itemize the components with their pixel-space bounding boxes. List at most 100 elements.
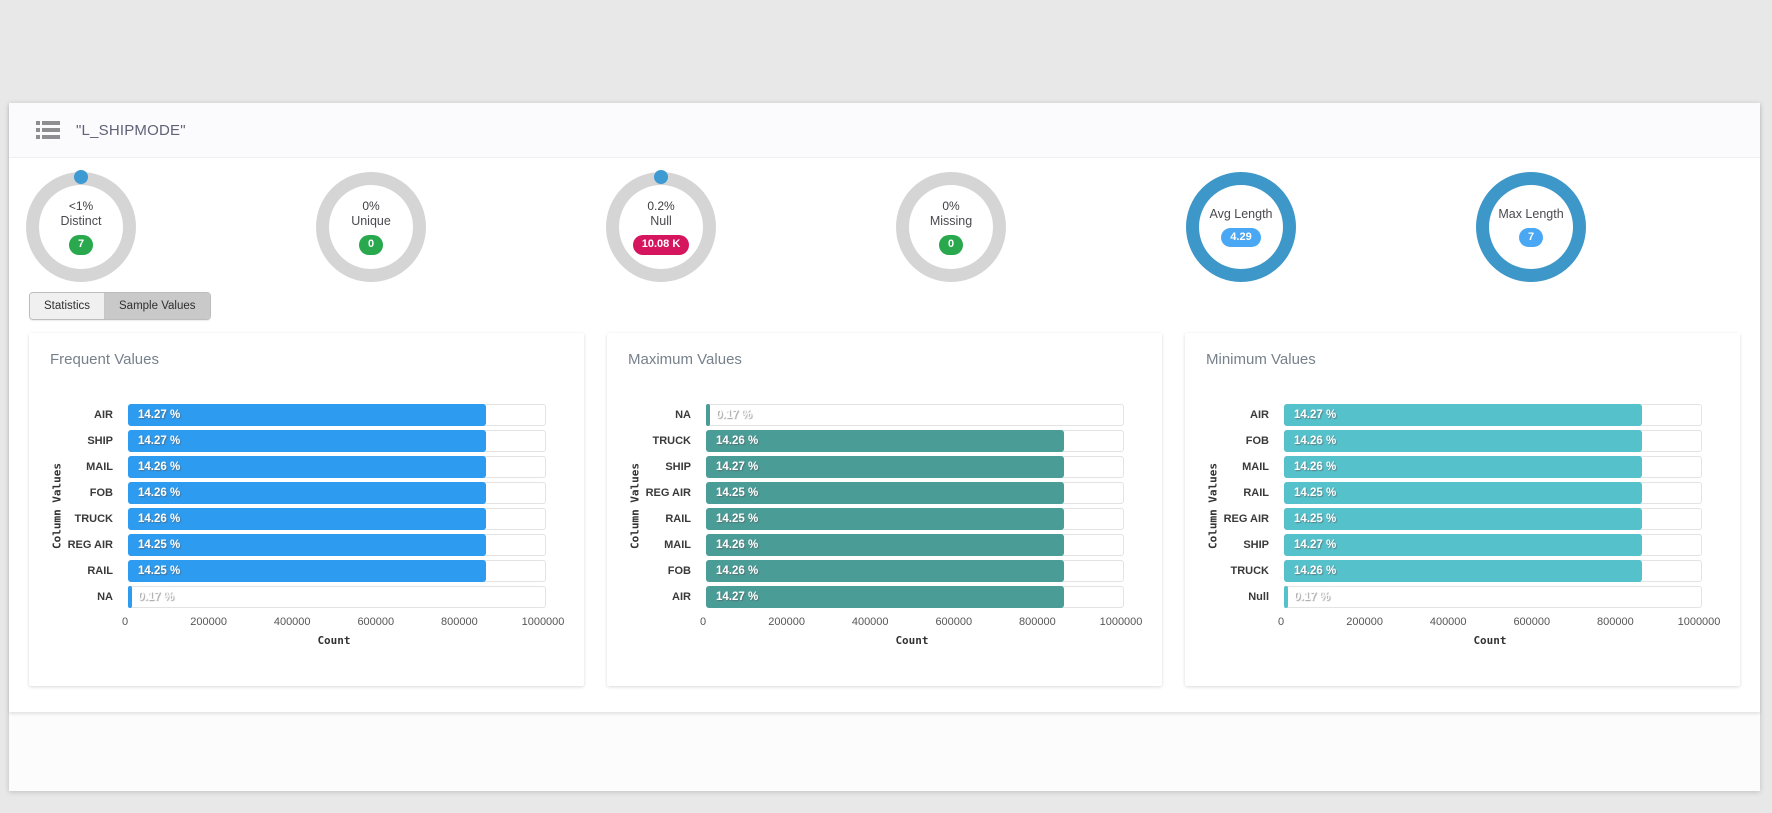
column-profile-card: "L_SHIPMODE" <1% Distinct 7 0% Unique 0 0.2% Nu… <box>9 103 1760 712</box>
bar-track-zone: 0.17 % <box>128 586 546 608</box>
bar-reg-air[interactable] <box>1284 508 1642 530</box>
category-label: SHIP <box>87 435 113 447</box>
category-label: REG AIR <box>645 487 691 499</box>
list-icon <box>36 120 60 140</box>
chart-bar-row: RAIL 14.25 % <box>607 506 1162 532</box>
x-axis-tick: 400000 <box>1429 616 1467 628</box>
category-label: FOB <box>667 565 691 577</box>
chart-title: Frequent Values <box>50 351 159 368</box>
bar-air[interactable] <box>706 586 1065 608</box>
bar-mail[interactable] <box>128 456 486 478</box>
x-axis-tick: 400000 <box>851 616 889 628</box>
bar-air[interactable] <box>128 404 487 426</box>
bar-na[interactable] <box>706 404 711 426</box>
bar-mail[interactable] <box>706 534 1064 556</box>
bar-ship[interactable] <box>1284 534 1643 556</box>
x-axis: 0 200000 400000 600000 800000 1000000 <box>699 614 1142 630</box>
bar-track-zone: 14.26 % <box>1284 430 1702 452</box>
category-label: SHIP <box>665 461 691 473</box>
bar-na[interactable] <box>128 586 133 608</box>
bar-rail[interactable] <box>706 508 1064 530</box>
gauge-label: Null <box>650 213 672 228</box>
tab-bar: Statistics Sample Values <box>29 292 211 320</box>
bar-truck[interactable] <box>128 508 486 530</box>
bar-value-label: 14.26 % <box>716 539 759 551</box>
chart-title: Maximum Values <box>628 351 742 368</box>
bar-value-label: 14.26 % <box>1294 461 1337 473</box>
category-label: RAIL <box>1243 487 1269 499</box>
gauge-percent: 0.2% <box>647 199 675 214</box>
x-axis-tick: 0 <box>1277 616 1285 628</box>
chart-bar-row: RAIL 14.25 % <box>29 558 584 584</box>
x-axis-tick: 800000 <box>1019 616 1056 628</box>
chart-panel-frequent-values: Frequent Values Column Values AIR 14.27 % SH… <box>29 333 584 686</box>
bar-truck[interactable] <box>706 430 1064 452</box>
bar-ship[interactable] <box>128 430 487 452</box>
bar-track-zone: 14.26 % <box>1284 560 1702 582</box>
chart-bar-row: RAIL 14.25 % <box>1185 480 1740 506</box>
gauge-distinct: <1% Distinct 7 <box>26 170 136 282</box>
gauge-label: Unique <box>351 213 391 228</box>
bar-value-label: 14.27 % <box>1294 409 1337 421</box>
category-label: TRUCK <box>74 513 114 525</box>
bar-null[interactable] <box>1284 586 1289 608</box>
bar-track-zone: 0.17 % <box>1284 586 1702 608</box>
bar-fob[interactable] <box>706 560 1064 582</box>
category-label: TRUCK <box>1230 565 1270 577</box>
bar-fob[interactable] <box>1284 430 1642 452</box>
bar-track <box>128 586 546 608</box>
gauge-percent: <1% <box>68 199 94 214</box>
gauge-column-unique: 0% Unique 0 <box>299 172 589 282</box>
bar-value-label: 14.25 % <box>138 565 181 577</box>
bar-rail[interactable] <box>1284 482 1642 504</box>
gauge-label: Max Length <box>1498 206 1564 221</box>
bar-air[interactable] <box>1284 404 1643 426</box>
bar-track-zone: 14.25 % <box>706 482 1124 504</box>
bar-value-label: 14.26 % <box>1294 565 1337 577</box>
bar-value-label: 14.25 % <box>1294 513 1337 525</box>
gauge-column-missing: 0% Missing 0 <box>879 172 1169 282</box>
bar-value-label: 14.25 % <box>716 513 759 525</box>
bar-value-label: 0.17 % <box>716 409 752 421</box>
chart-bar-row: Null 0.17 % <box>1185 584 1740 610</box>
bar-mail[interactable] <box>1284 456 1642 478</box>
bar-value-label: 14.26 % <box>138 461 181 473</box>
charts-row: Frequent Values Column Values AIR 14.27 % SH… <box>29 333 1740 686</box>
gauge-marker-dot <box>74 170 88 184</box>
bar-value-label: 14.27 % <box>138 409 181 421</box>
category-label: REG AIR <box>1223 513 1269 525</box>
x-axis-tick: 800000 <box>441 616 478 628</box>
category-label: NA <box>97 591 113 603</box>
bar-rail[interactable] <box>128 560 486 582</box>
chart-bar-row: SHIP 14.27 % <box>607 454 1162 480</box>
gauge-label: Distinct <box>60 213 102 228</box>
tab-sample-values[interactable]: Sample Values <box>105 293 210 319</box>
bar-reg-air[interactable] <box>128 534 486 556</box>
bar-value-label: 14.27 % <box>1294 539 1337 551</box>
x-axis-tick: 200000 <box>1346 616 1383 628</box>
bar-fob[interactable] <box>128 482 486 504</box>
category-label: FOB <box>89 487 113 499</box>
bar-value-label: 14.25 % <box>716 487 759 499</box>
x-axis-tick: 1000000 <box>1677 616 1721 628</box>
bar-track-zone: 14.26 % <box>128 456 546 478</box>
bar-value-label: 0.17 % <box>1294 591 1330 603</box>
gauges-row: <1% Distinct 7 0% Unique 0 0.2% Null 10.08 K 0% Mi… <box>9 158 1760 282</box>
x-axis-tick: 600000 <box>1513 616 1551 628</box>
x-axis-label: Count <box>895 634 929 647</box>
x-axis-tick: 600000 <box>357 616 395 628</box>
bar-track-zone: 14.27 % <box>128 404 546 426</box>
chart-bar-row: SHIP 14.27 % <box>1185 532 1740 558</box>
category-label: SHIP <box>1243 539 1269 551</box>
bar-reg-air[interactable] <box>706 482 1064 504</box>
tab-statistics[interactable]: Statistics <box>30 293 106 319</box>
chart-bar-row: FOB 14.26 % <box>29 480 584 506</box>
x-axis-tick: 400000 <box>273 616 311 628</box>
chart-plot: AIR 14.27 % SHIP 14.27 % MAIL 14.26 % FOB 14.26… <box>29 402 584 647</box>
bar-ship[interactable] <box>706 456 1065 478</box>
bar-track-zone: 14.26 % <box>706 560 1124 582</box>
bar-truck[interactable] <box>1284 560 1642 582</box>
x-axis-tick: 0 <box>699 616 707 628</box>
chart-bar-row: REG AIR 14.25 % <box>607 480 1162 506</box>
bar-track-zone: 14.27 % <box>706 456 1124 478</box>
